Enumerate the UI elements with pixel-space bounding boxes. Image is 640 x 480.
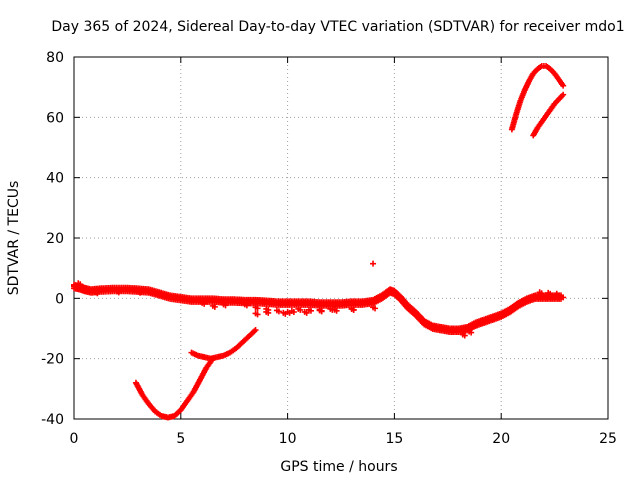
data-point-band-spread bbox=[137, 289, 144, 296]
data-points bbox=[71, 63, 567, 421]
data-point-band-spread bbox=[553, 290, 560, 297]
data-point-band-spread bbox=[303, 309, 310, 316]
data-point-band-spread bbox=[77, 281, 84, 288]
y-tick-label: 0 bbox=[55, 291, 64, 307]
data-point-arc-mid bbox=[252, 327, 259, 334]
data-point-band-spread bbox=[307, 307, 314, 314]
y-tick-label: 60 bbox=[46, 110, 64, 126]
y-tick-label: -40 bbox=[41, 412, 64, 428]
y-tick-label: -20 bbox=[41, 352, 64, 368]
plot-frame bbox=[73, 56, 609, 420]
data-point-band-spread bbox=[350, 306, 357, 313]
x-tick-label: 5 bbox=[176, 431, 185, 447]
y-tick-label: 20 bbox=[46, 231, 64, 247]
x-axis-label: GPS time / hours bbox=[280, 459, 397, 475]
data-point-outlier bbox=[370, 260, 377, 267]
data-point-band-spread bbox=[372, 305, 379, 312]
x-tick-label: 10 bbox=[279, 431, 297, 447]
x-tick-labels: 0 5 10 15 20 25 bbox=[70, 431, 617, 447]
data-point-band-spread bbox=[201, 300, 208, 307]
chart-title: Day 365 of 2024, Sidereal Day-to-day VTE… bbox=[51, 19, 624, 35]
x-tick-label: 25 bbox=[599, 431, 617, 447]
data-point-main-band bbox=[560, 294, 567, 301]
x-tick-label: 20 bbox=[492, 431, 510, 447]
data-point-band-spread bbox=[290, 309, 297, 316]
data-point-band-spread bbox=[547, 290, 554, 297]
gridlines bbox=[73, 56, 609, 420]
x-tick-label: 0 bbox=[70, 431, 79, 447]
data-point-band-spread bbox=[243, 302, 250, 309]
x-tick-label: 15 bbox=[385, 431, 403, 447]
data-point-band-spread bbox=[94, 290, 101, 297]
data-point-band-spread bbox=[282, 310, 289, 317]
data-point-band-spread bbox=[265, 309, 272, 316]
data-point-band-spread bbox=[222, 302, 229, 309]
data-point-band-spread bbox=[468, 329, 475, 336]
data-point-band-spread bbox=[538, 290, 545, 297]
data-point-band-spread bbox=[333, 307, 340, 314]
data-point-band-spread bbox=[461, 332, 468, 339]
data-point-arc-high-1 bbox=[560, 82, 567, 89]
data-point-band-spread bbox=[275, 308, 282, 315]
y-tick-label: 80 bbox=[46, 50, 64, 66]
data-point-band-spread bbox=[297, 306, 304, 313]
data-point-band-spread bbox=[115, 289, 122, 296]
data-point-band-spread bbox=[318, 308, 325, 315]
y-axis-label: SDTVAR / TECUs bbox=[6, 181, 22, 296]
data-point-band-spread bbox=[211, 303, 218, 310]
data-point-band-spread bbox=[254, 305, 261, 312]
y-tick-label: 40 bbox=[46, 171, 64, 187]
data-point-band-spread bbox=[254, 311, 261, 318]
data-point-arc-high-2 bbox=[560, 91, 567, 98]
y-tick-labels: -40 -20 0 20 40 60 80 bbox=[41, 50, 64, 428]
